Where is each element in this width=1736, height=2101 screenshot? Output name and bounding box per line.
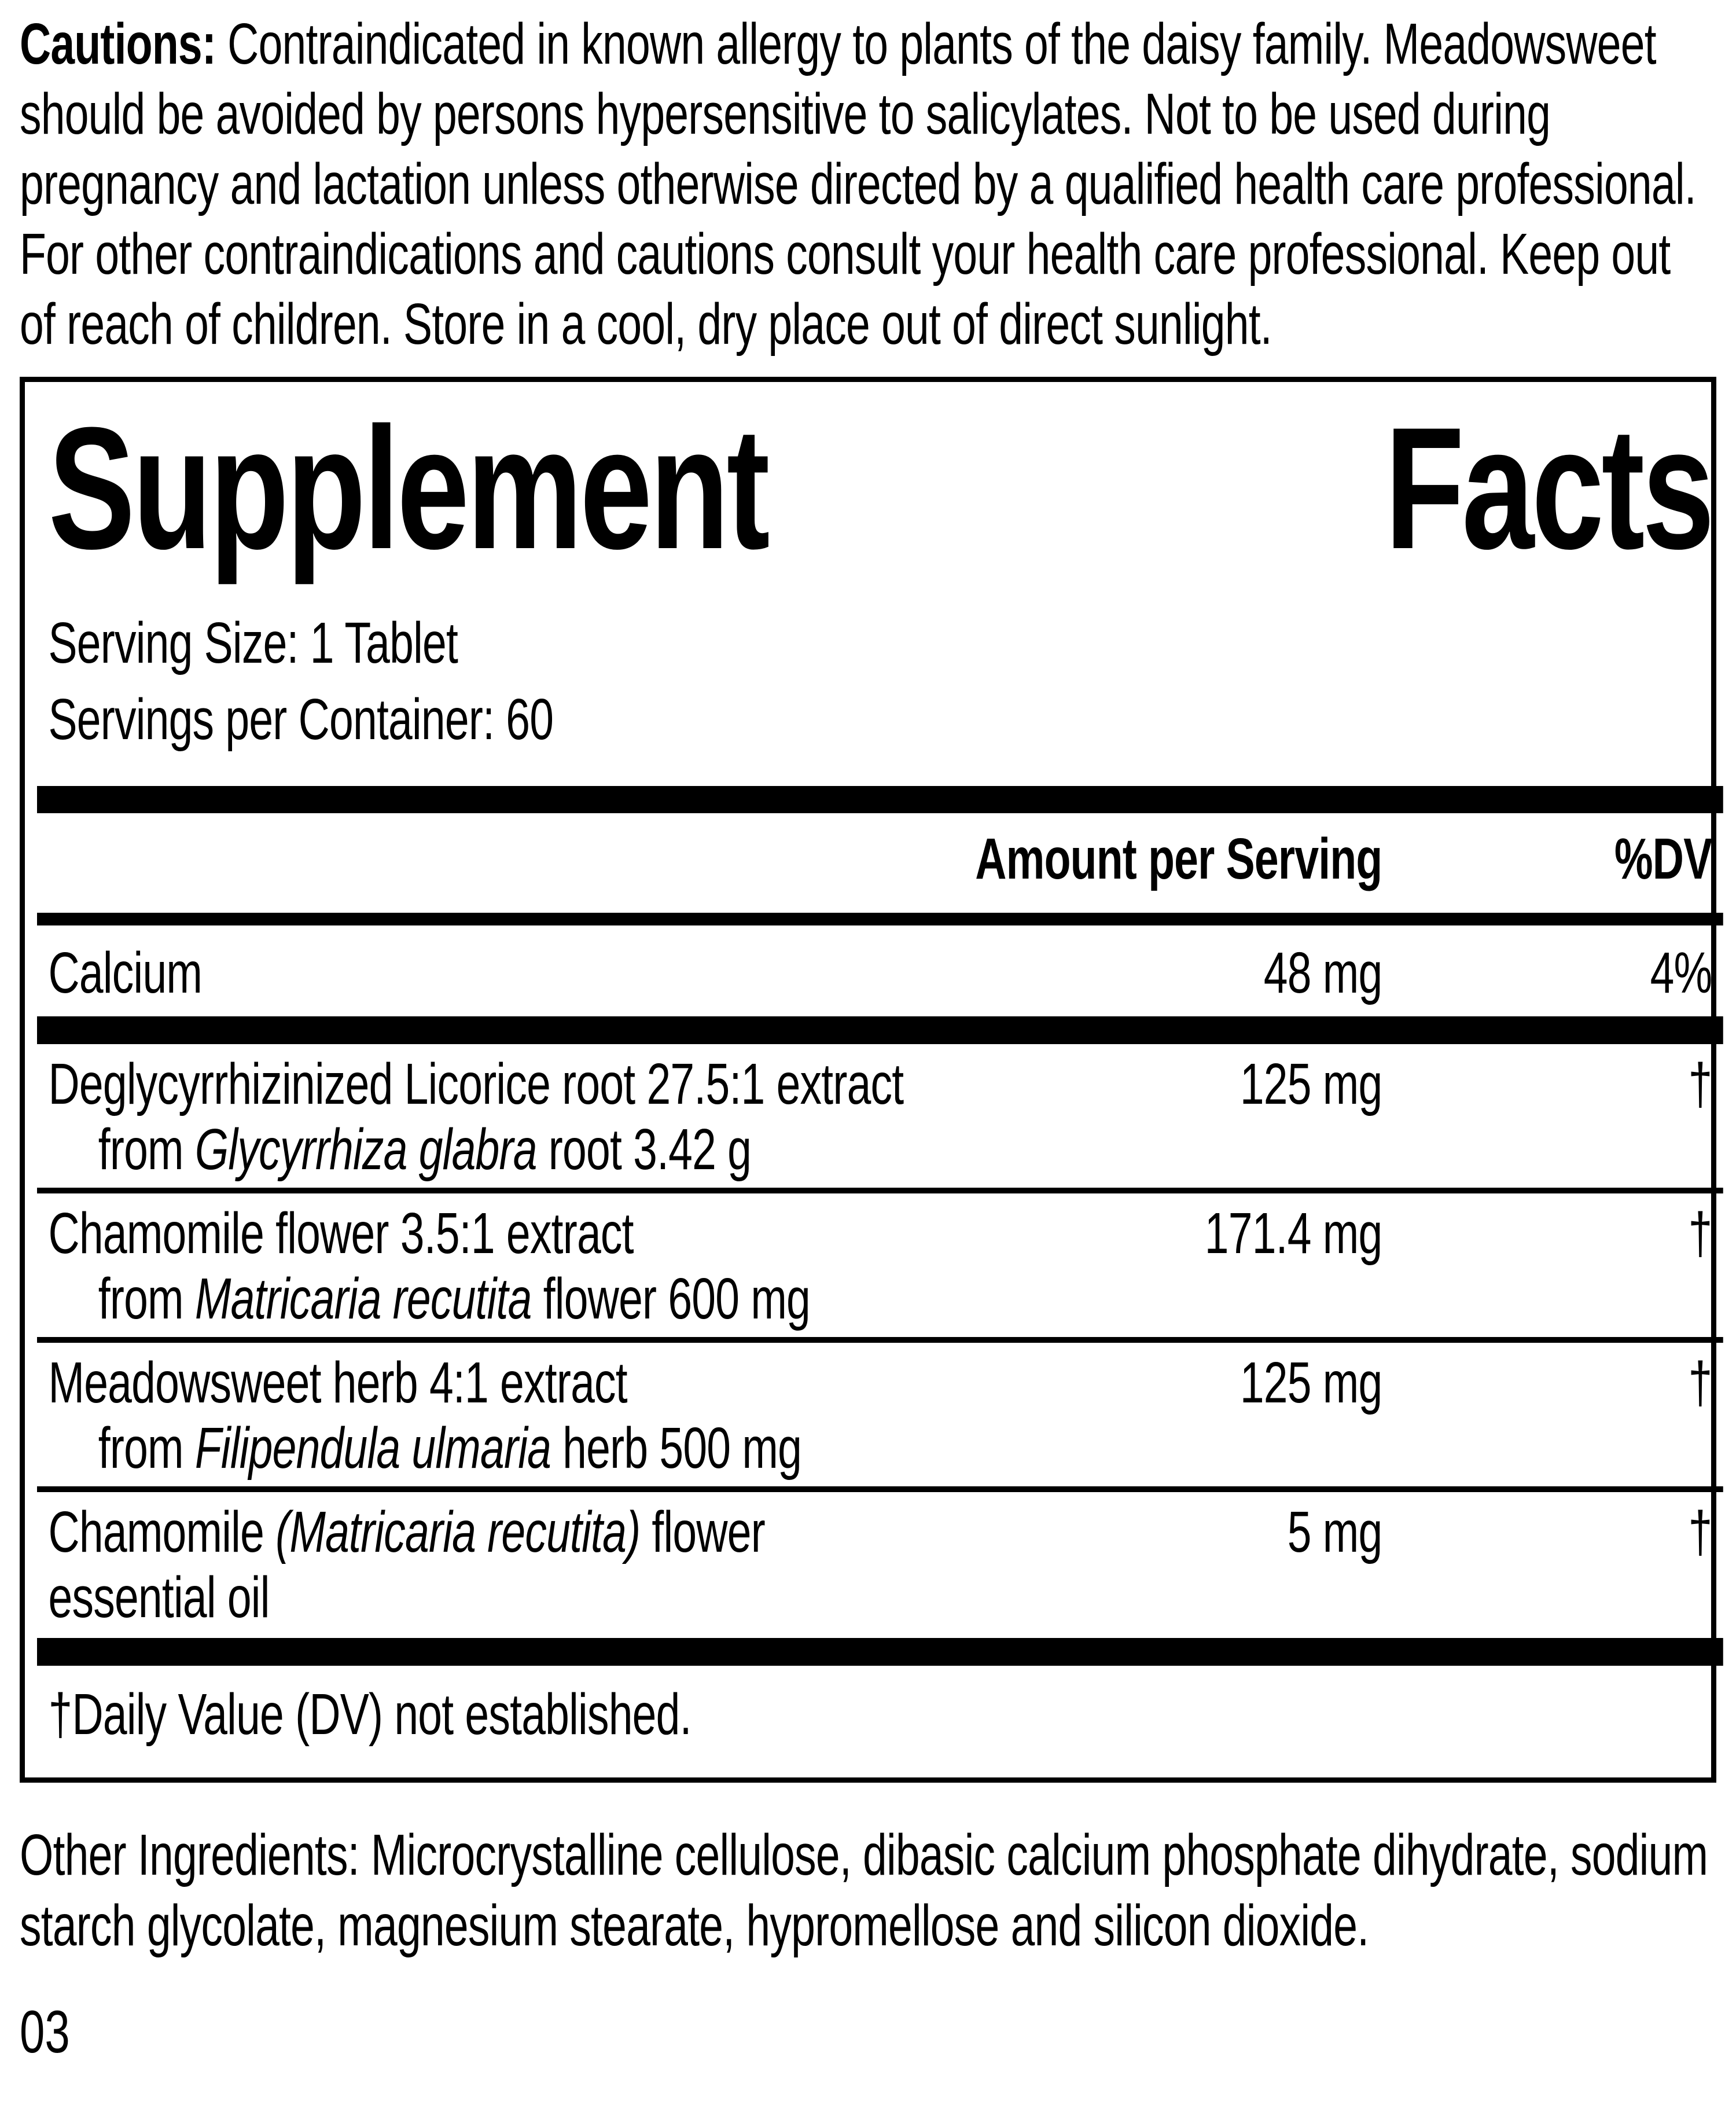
- dv-footnote: †Daily Value (DV) not established.: [48, 1682, 692, 1747]
- other-ingredients: Other Ingredients: Microcrystalline cell…: [20, 1823, 1708, 1958]
- ingredient-dv: †: [1688, 1201, 1713, 1266]
- servings-per-container: Servings per Container: 60: [48, 687, 554, 752]
- ingredient-name: Deglycyrrhizinized Licorice root 27.5:1 …: [48, 1052, 904, 1116]
- ingredient-name-block: Deglycyrrhizinized Licorice root 27.5:1 …: [49, 1052, 1240, 1182]
- ingredient-amount: 48 mg: [1263, 941, 1382, 1005]
- footer-code: 03: [20, 1999, 70, 2066]
- source-prefix: from: [98, 1117, 195, 1182]
- divider-thick-top: [37, 786, 1723, 813]
- cautions-text: Contraindicated in known allergy to plan…: [20, 12, 1697, 357]
- table-row-licorice: Deglycyrrhizinized Licorice root 27.5:1 …: [37, 1044, 1723, 1188]
- serving-size: Serving Size: 1 Tablet: [48, 611, 458, 675]
- divider-thin: [37, 1337, 1723, 1343]
- ingredient-source: from Glycyrrhiza glabra root 3.42 g: [49, 1117, 1240, 1182]
- title-word-facts: Facts: [1385, 391, 1715, 585]
- cautions-paragraph: Cautions: Contraindicated in known aller…: [20, 9, 1716, 359]
- ingredient-dv: †: [1688, 1052, 1713, 1116]
- divider-thin: [37, 1188, 1723, 1193]
- table-row-chamomile-oil: Chamomile (Matricaria recutita) flower e…: [37, 1492, 1723, 1636]
- ingredient-name: Chamomile (Matricaria recutita) flower: [49, 1500, 1288, 1565]
- divider-under-header: [37, 913, 1723, 925]
- source-suffix: flower 600 mg: [531, 1266, 811, 1331]
- ingredient-dv: †: [1688, 1350, 1713, 1415]
- divider-thick-bottom: [37, 1638, 1723, 1666]
- ingredient-amount: 171.4 mg: [1204, 1201, 1382, 1266]
- source-species: Filipendula ulmaria: [194, 1416, 551, 1481]
- ingredient-amount: 125 mg: [1240, 1350, 1382, 1415]
- column-header-dv: %DV: [1614, 827, 1712, 891]
- supplement-facts-box: Supplement Facts Serving Size: 1 Tablet …: [20, 377, 1723, 1783]
- name-prefix: Chamomile: [48, 1500, 276, 1564]
- column-header-row: Amount per Serving %DV: [37, 813, 1723, 913]
- source-suffix: root 3.42 g: [536, 1117, 752, 1182]
- table-row-chamomile-extract: Chamomile flower 3.5:1 extract from Matr…: [37, 1193, 1723, 1337]
- table-row-meadowsweet: Meadowsweet herb 4:1 extract from Filipe…: [37, 1343, 1723, 1486]
- ingredient-name: Meadowsweet herb 4:1 extract: [48, 1350, 628, 1415]
- source-species: Glycyrrhiza glabra: [194, 1117, 538, 1182]
- supplement-facts-title: Supplement Facts: [37, 391, 1723, 585]
- source-suffix: herb 500 mg: [551, 1416, 802, 1481]
- divider-thick-mid: [37, 1016, 1723, 1044]
- column-header-amount: Amount per Serving: [975, 827, 1382, 891]
- title-word-supplement: Supplement: [48, 391, 770, 585]
- ingredient-amount: 5 mg: [1287, 1500, 1382, 1564]
- ingredient-name-block: Meadowsweet herb 4:1 extract from Filipe…: [49, 1350, 1240, 1481]
- ingredient-dv: †: [1688, 1500, 1713, 1564]
- ingredient-name-block: Chamomile flower 3.5:1 extract from Matr…: [49, 1201, 1205, 1332]
- ingredient-dv: 4%: [1650, 941, 1713, 1005]
- ingredient-source: from Filipendula ulmaria herb 500 mg: [49, 1416, 1240, 1481]
- ingredient-name: Calcium: [48, 941, 203, 1005]
- supplement-facts-content: Supplement Facts Serving Size: 1 Tablet …: [25, 382, 1735, 1777]
- ingredient-name-line2: essential oil: [48, 1565, 270, 1630]
- ingredient-source: from Matricaria recutita flower 600 mg: [49, 1266, 1205, 1332]
- source-species: Matricaria recutita: [194, 1266, 532, 1331]
- cautions-label: Cautions:: [20, 12, 216, 76]
- source-prefix: from: [98, 1266, 195, 1331]
- divider-thin: [37, 1486, 1723, 1492]
- source-prefix: from: [98, 1416, 195, 1481]
- ingredient-name: Chamomile flower 3.5:1 extract: [48, 1201, 634, 1266]
- name-species: (Matricaria recutita): [275, 1500, 641, 1564]
- ingredient-name-block: Chamomile (Matricaria recutita) flower e…: [49, 1500, 1288, 1630]
- name-suffix: flower: [640, 1500, 765, 1564]
- table-row-calcium: Calcium 48 mg 4%: [37, 925, 1723, 1016]
- ingredient-amount: 125 mg: [1240, 1052, 1382, 1116]
